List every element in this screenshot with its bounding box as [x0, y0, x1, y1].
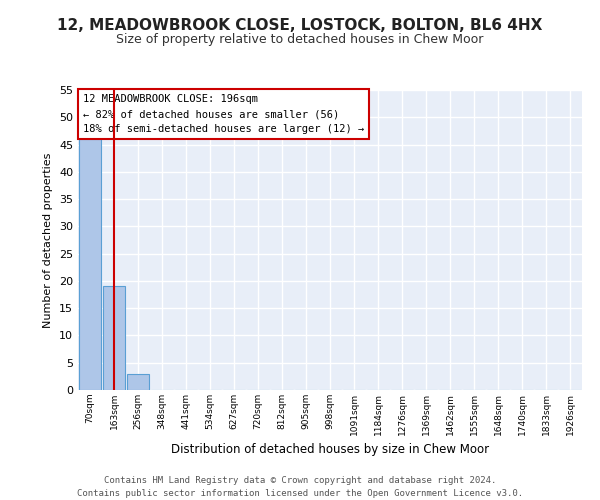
Text: 12, MEADOWBROOK CLOSE, LOSTOCK, BOLTON, BL6 4HX: 12, MEADOWBROOK CLOSE, LOSTOCK, BOLTON, …	[58, 18, 542, 32]
Bar	[79, 139, 101, 390]
Text: Size of property relative to detached houses in Chew Moor: Size of property relative to detached ho…	[116, 32, 484, 46]
Text: Contains HM Land Registry data © Crown copyright and database right 2024.
Contai: Contains HM Land Registry data © Crown c…	[77, 476, 523, 498]
Bar	[127, 374, 149, 390]
Text: 12 MEADOWBROOK CLOSE: 196sqm
← 82% of detached houses are smaller (56)
18% of se: 12 MEADOWBROOK CLOSE: 196sqm ← 82% of de…	[83, 94, 364, 134]
Y-axis label: Number of detached properties: Number of detached properties	[43, 152, 53, 328]
Bar	[103, 286, 125, 390]
X-axis label: Distribution of detached houses by size in Chew Moor: Distribution of detached houses by size …	[171, 443, 489, 456]
